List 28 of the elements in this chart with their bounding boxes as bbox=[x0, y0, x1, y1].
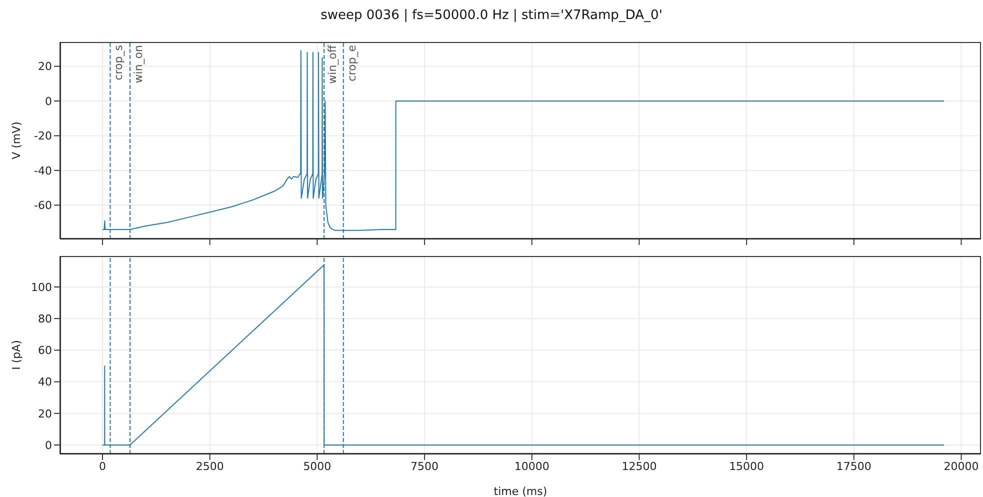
x-tick-label: 2500 bbox=[196, 460, 224, 473]
x-tick-label: 5000 bbox=[303, 460, 332, 473]
x-tick-label: 20000 bbox=[944, 460, 979, 473]
ref-line-label: win_on bbox=[132, 44, 145, 84]
chart-title: sweep 0036 | fs=50000.0 Hz | stim='X7Ramp_DA_0' bbox=[320, 8, 664, 23]
x-tick-label: 15000 bbox=[729, 460, 764, 473]
ref-line-label: crop_s bbox=[112, 44, 126, 80]
y-axis-title: I (pA) bbox=[10, 340, 23, 370]
y-tick-label: 80 bbox=[38, 312, 52, 326]
y-tick-label: 40 bbox=[38, 376, 52, 389]
ref-line-label: win_off bbox=[326, 44, 340, 84]
x-tick-label: 12500 bbox=[622, 460, 657, 473]
y-tick-label: -20 bbox=[34, 130, 52, 143]
x-tick-label: 0 bbox=[99, 460, 106, 473]
y-tick-label: 20 bbox=[38, 60, 52, 74]
y-tick-label: 100 bbox=[31, 280, 52, 294]
ref-line-label: crop_e bbox=[345, 44, 358, 82]
x-axis-title: time (ms) bbox=[494, 485, 548, 497]
x-tick-label: 7500 bbox=[410, 460, 439, 473]
y-tick-label: 60 bbox=[38, 344, 52, 358]
x-tick-label: 17500 bbox=[836, 460, 872, 473]
y-tick-label: -60 bbox=[34, 199, 52, 212]
y-tick-label: 0 bbox=[45, 94, 52, 108]
y-tick-label: -40 bbox=[34, 164, 52, 178]
x-tick-label: 10000 bbox=[514, 460, 550, 473]
y-tick-label: 20 bbox=[38, 407, 52, 420]
y-tick-label: 0 bbox=[45, 438, 52, 452]
y-axis-title: V (mV) bbox=[10, 122, 23, 160]
